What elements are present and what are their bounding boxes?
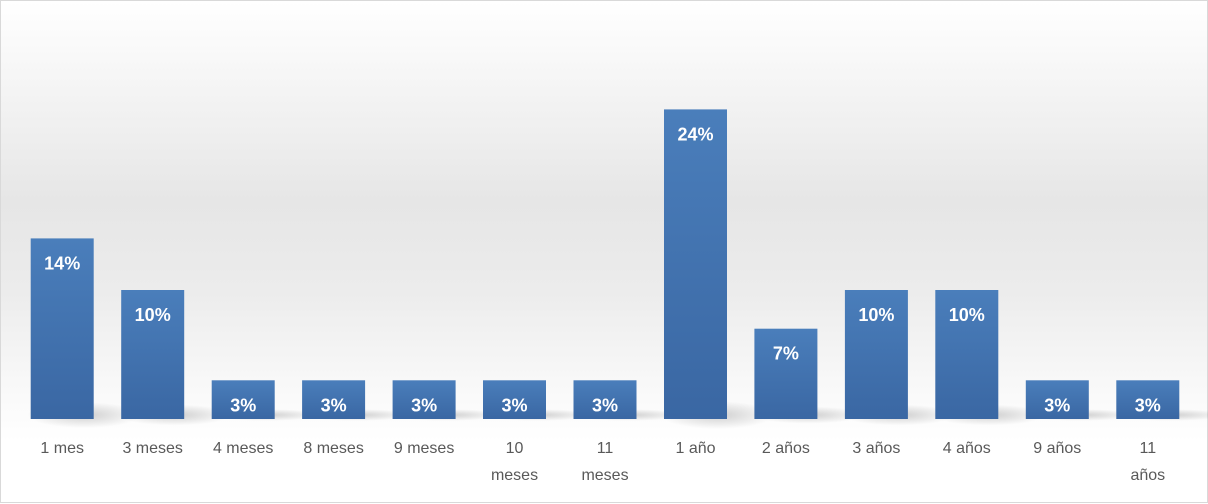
category-label-11-anos: 11 años [1130,440,1165,484]
data-labels: 14% 10% 3% 3% 3% 3% 3% 24% 7% 10% 10% 3% 3% [44,124,1161,415]
category-label-4-anos: 4 años [943,440,991,457]
bar-11-meses [573,380,637,419]
data-label-9-anos: 3% [1044,395,1070,415]
bar-11-anos [1116,380,1180,419]
data-label-4-anos: 10% [949,305,985,325]
bar-3-anos [844,290,908,419]
data-label-8-meses: 3% [321,395,347,415]
category-label-3-anos: 3 años [852,440,900,457]
data-label-2-anos: 7% [773,344,799,364]
data-label-4-meses: 3% [230,395,256,415]
bar-9-anos [1025,380,1089,419]
data-label-1-mes: 14% [44,253,80,273]
category-labels: 1 mes 3 meses 4 meses 8 meses 9 meses 10 meses… [40,440,1165,484]
category-label-9-anos: 9 años [1033,440,1081,457]
category-label-2-anos: 2 años [762,440,810,457]
bar-1-ano [664,109,727,420]
bar-10-meses [483,380,546,419]
category-label-1-mes: 1 mes [40,440,84,457]
bars [30,109,1180,420]
category-label-11-meses: 11 meses [581,440,628,484]
bar-8-meses [302,380,366,419]
data-label-1-ano: 24% [677,124,713,144]
bar-3-meses [121,290,185,419]
data-label-10-meses: 3% [501,395,527,415]
bar-4-meses [211,380,275,419]
bar-1-mes [30,238,94,419]
category-label-3-meses: 3 meses [122,440,182,457]
data-label-3-anos: 10% [858,305,894,325]
category-label-8-meses: 8 meses [303,440,363,457]
data-label-9-meses: 3% [411,395,437,415]
data-label-11-anos: 3% [1135,395,1161,415]
category-label-1-ano: 1 año [675,440,715,457]
bar-2-anos [754,328,818,419]
bar-4-anos [935,290,999,419]
category-label-9-meses: 9 meses [394,440,454,457]
data-label-11-meses: 3% [592,395,618,415]
bar-9-meses [392,380,456,419]
category-label-4-meses: 4 meses [213,440,273,457]
category-label-10-meses: 10 meses [491,440,538,484]
data-label-3-meses: 10% [135,305,171,325]
